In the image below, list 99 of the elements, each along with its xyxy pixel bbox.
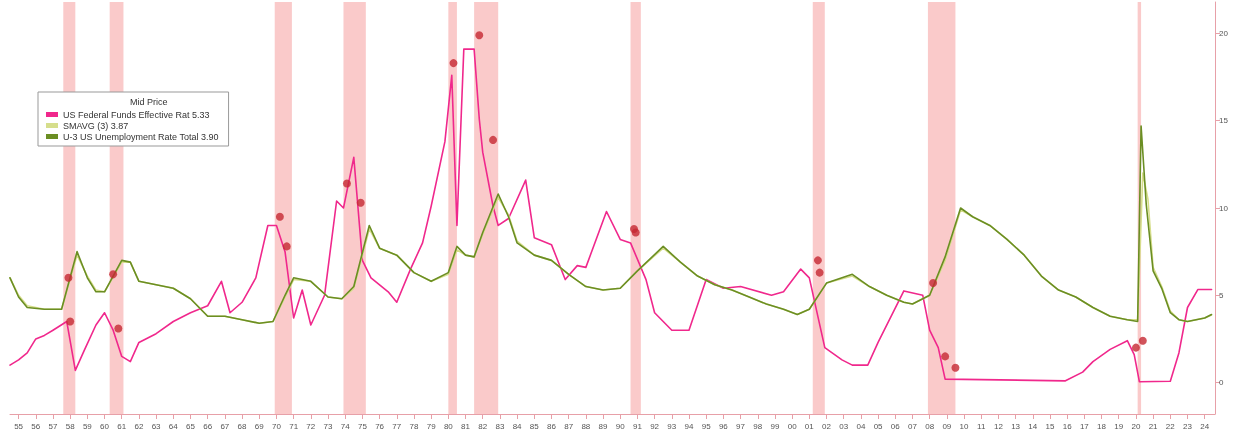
point [1131, 343, 1140, 352]
x-tick-label: 62 [134, 421, 144, 431]
x-tick-label: 14 [1028, 421, 1038, 431]
x-tick-label: 23 [1183, 421, 1193, 431]
x-tick-label: 73 [323, 421, 334, 431]
point [815, 268, 824, 277]
x-tick-label: 12 [993, 421, 1004, 431]
y-tick-label: 20 [1219, 28, 1229, 38]
x-tick-label: 04 [856, 421, 866, 431]
x-tick-label: 97 [736, 421, 746, 431]
x-tick-label: 85 [529, 421, 540, 431]
x-tick-label: 63 [151, 421, 162, 431]
point [475, 31, 484, 40]
point [64, 273, 73, 282]
x-tick-label: 90 [615, 421, 626, 431]
point [275, 212, 284, 221]
x-tick-label: 78 [409, 421, 419, 431]
legend-label: U-3 US Unemployment Rate Total 3.90 [63, 131, 219, 142]
x-tick-label: 10 [959, 421, 970, 431]
x-tick-label: 93 [667, 421, 677, 431]
x-tick-label: 81 [461, 421, 471, 431]
x-tick-label: 84 [512, 421, 523, 431]
point [114, 324, 123, 333]
point [342, 179, 351, 188]
y-tick-label: 5 [1219, 290, 1224, 300]
x-tick-label: 09 [942, 421, 952, 431]
x-tick-label: 98 [753, 421, 763, 431]
x-tick-label: 76 [375, 421, 385, 431]
x-tick-label: 86 [547, 421, 557, 431]
x-tick-label: 83 [495, 421, 505, 431]
point [631, 228, 640, 237]
x-tick-label: 15 [1045, 421, 1055, 431]
x-tick-label: 87 [564, 421, 574, 431]
x-tick-label: 19 [1114, 421, 1124, 431]
x-tick-label: 64 [168, 421, 179, 431]
x-tick-label: 06 [890, 421, 901, 431]
y-tick-label: 0 [1219, 378, 1224, 388]
point [929, 279, 938, 288]
x-tick-label: 72 [306, 421, 316, 431]
x-tick-label: 55 [14, 421, 24, 431]
y-tick-label: 15 [1219, 116, 1229, 126]
line-series [9, 48, 1213, 383]
legend-label: SMAVG (3) 3.87 [63, 120, 129, 131]
x-tick-label: 77 [392, 421, 402, 431]
point [282, 242, 291, 251]
x-tick-label: 56 [31, 421, 41, 431]
point [449, 59, 458, 68]
x-tick-label: 07 [908, 421, 918, 431]
x-tick-label: 01 [804, 421, 815, 431]
x-tick-label: 03 [839, 421, 849, 431]
x-tick-label: 91 [632, 421, 643, 431]
x-tick-label: 65 [186, 421, 196, 431]
x-tick-label: 58 [65, 421, 76, 431]
x-tick-label: 69 [254, 421, 265, 431]
x-tick-label: 66 [203, 421, 213, 431]
point [66, 317, 75, 326]
x-tick-label: 68 [237, 421, 248, 431]
x-tick-label: 92 [650, 421, 660, 431]
x-tick-label: 00 [787, 421, 798, 431]
x-tick-label: 88 [581, 421, 591, 431]
x-tick-label: 24 [1200, 421, 1210, 431]
point [489, 135, 498, 144]
point [951, 363, 960, 372]
x-tick-label: 21 [1148, 421, 1159, 431]
x-tick-label: 08 [925, 421, 935, 431]
x-tick-label: 02 [822, 421, 832, 431]
x-tick-label: 11 [977, 421, 986, 431]
x-tick-label: 22 [1165, 421, 1176, 431]
x-tick-label: 71 [289, 421, 299, 431]
legend-title: Mid Price [130, 96, 168, 107]
x-tick-label: 80 [443, 421, 454, 431]
x-tick-label: 79 [426, 421, 437, 431]
x-tick-label: 20 [1131, 421, 1141, 431]
x-tick-label: 74 [340, 421, 351, 431]
point [356, 198, 365, 207]
x-tick-label: 61 [117, 421, 127, 431]
x-tick-label: 60 [100, 421, 110, 431]
point [941, 352, 950, 361]
point [109, 270, 118, 279]
x-tick-label: 75 [357, 421, 368, 431]
x-tick-label: 57 [48, 421, 58, 431]
x-tick-label: 05 [873, 421, 884, 431]
x-tick-label: 70 [271, 421, 282, 431]
point [813, 256, 822, 265]
x-tick-label: 99 [770, 421, 780, 431]
y-tick-label: 10 [1219, 203, 1229, 213]
x-tick-label: 59 [82, 421, 93, 431]
point [1138, 336, 1147, 345]
x-tick-label: 67 [220, 421, 230, 431]
x-tick-label: 18 [1097, 421, 1107, 431]
x-tick-label: 94 [684, 421, 694, 431]
x-tick-label: 95 [701, 421, 712, 431]
x-tick-label: 16 [1062, 421, 1073, 431]
legend-label: US Federal Funds Effective Rat 5.33 [63, 109, 210, 120]
x-tick-label: 96 [718, 421, 729, 431]
x-tick-label: 17 [1079, 421, 1090, 431]
x-tick-label: 82 [478, 421, 488, 431]
x-tick-label: 89 [598, 421, 609, 431]
x-tick-label: 13 [1011, 421, 1021, 431]
